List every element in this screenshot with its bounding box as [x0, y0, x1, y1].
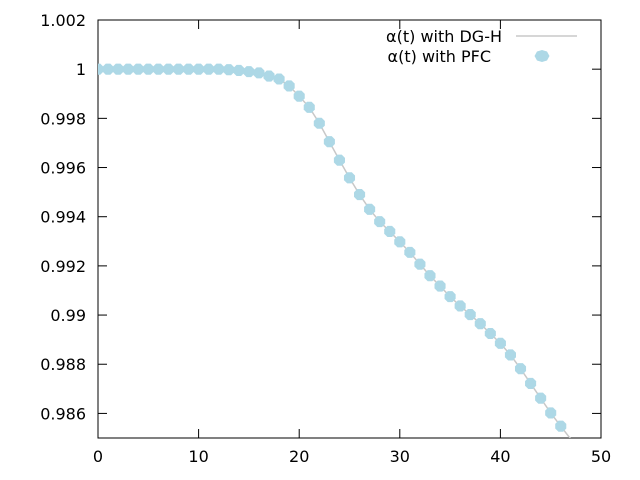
data-point-pfc [545, 407, 557, 419]
data-point-pfc [98, 63, 104, 75]
series-line-dg-h [98, 68, 571, 438]
data-point-pfc [193, 63, 205, 75]
data-point-pfc [233, 64, 245, 76]
data-point-pfc [323, 136, 335, 148]
data-point-pfc [535, 392, 547, 404]
x-tick-label: 50 [591, 447, 611, 466]
data-point-pfc [364, 203, 376, 215]
data-point-pfc [152, 63, 164, 75]
data-point-pfc [112, 63, 124, 75]
data-point-pfc [464, 309, 476, 321]
data-point-pfc [404, 246, 416, 258]
data-point-pfc [484, 327, 496, 340]
y-tick-label: 0.986 [40, 404, 86, 423]
data-point-pfc [303, 101, 315, 113]
data-point-pfc [132, 63, 144, 75]
data-point-pfc [384, 225, 396, 237]
data-point-pfc [243, 66, 255, 78]
data-point-pfc [514, 363, 527, 375]
data-point-pfc [525, 377, 537, 389]
data-point-pfc [253, 67, 265, 79]
y-tick-label: 0.994 [40, 208, 86, 227]
y-tick-label: 0.998 [40, 109, 86, 128]
y-tick-label: 0.99 [50, 306, 86, 325]
data-point-pfc [454, 300, 466, 312]
y-tick-label: 0.988 [40, 355, 86, 374]
data-point-pfc [474, 318, 486, 330]
data-point-pfc [273, 73, 285, 85]
legend-swatch-pfc [534, 50, 550, 62]
data-point-pfc [223, 64, 235, 76]
data-point-pfc [313, 117, 325, 129]
data-point-pfc [424, 270, 436, 282]
data-point-pfc [203, 63, 215, 75]
data-point-pfc [444, 291, 456, 303]
data-point-pfc [102, 63, 114, 75]
x-tick-label: 20 [289, 447, 309, 466]
x-tick-label: 30 [390, 447, 410, 466]
data-point-pfc [142, 63, 154, 75]
data-point-pfc [494, 337, 506, 349]
y-tick-label: 1 [76, 60, 86, 79]
axis-ticks: 0 10 20 30 40 50 0.986 0.988 0.99 0.992 0.994 0.996… [40, 11, 611, 466]
data-point-pfc [394, 236, 406, 248]
y-tick-label: 0.996 [40, 159, 86, 178]
x-tick-label: 0 [93, 447, 103, 466]
plot-area-frame [97, 19, 602, 439]
x-tick-label: 40 [490, 447, 510, 466]
data-point-pfc [162, 63, 174, 75]
x-tick-label: 10 [188, 447, 208, 466]
data-point-pfc [333, 154, 345, 166]
legend-label-dg-h: α(t) with DG-H [386, 27, 502, 46]
data-point-pfc [283, 80, 295, 92]
data-point-pfc [263, 70, 275, 82]
data-point-pfc [555, 420, 567, 432]
data-point-pfc [354, 189, 366, 201]
data-point-pfc [504, 349, 516, 361]
data-point-pfc [172, 63, 185, 75]
data-point-pfc [213, 63, 225, 75]
data-point-pfc [183, 63, 195, 75]
y-tick-label: 1.002 [40, 11, 86, 30]
data-point-pfc [374, 216, 386, 228]
data-point-pfc [343, 172, 356, 184]
series-layer [98, 63, 571, 438]
data-point-pfc [434, 280, 446, 292]
data-point-pfc [414, 258, 426, 270]
data-point-pfc [293, 90, 305, 102]
data-point-pfc [122, 63, 134, 75]
y-tick-label: 0.992 [40, 257, 86, 276]
legend-label-pfc: α(t) with PFC [388, 47, 491, 66]
legend: α(t) with DG-H α(t) with PFC [386, 27, 577, 66]
